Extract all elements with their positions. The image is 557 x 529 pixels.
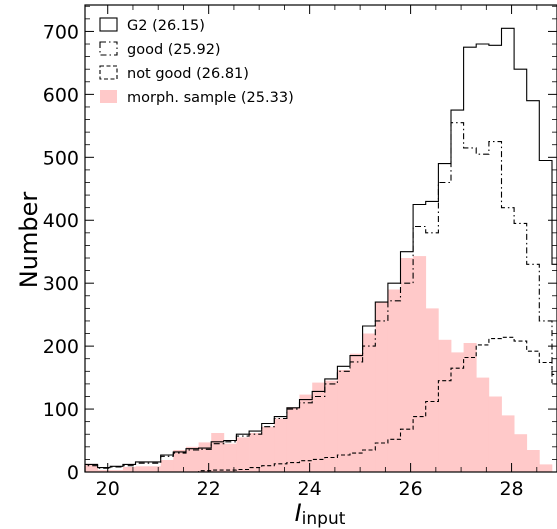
histogram-bar xyxy=(514,434,528,472)
histogram-bar xyxy=(160,460,174,472)
histogram-bar xyxy=(488,396,502,472)
y-tick-label: 200 xyxy=(43,336,79,358)
histogram-bar xyxy=(425,308,439,472)
y-tick-label: 400 xyxy=(43,210,79,232)
histogram-bar xyxy=(438,339,452,472)
series-good-step-line xyxy=(84,122,557,472)
legend-label: G2 (26.15) xyxy=(127,18,205,34)
histogram-bar xyxy=(236,437,250,472)
histogram-bar xyxy=(286,407,300,472)
histogram-bar xyxy=(135,466,149,472)
series-morph-sample-bars xyxy=(85,256,553,472)
x-axis-label-subscript: input xyxy=(302,509,346,529)
y-tick-label: 700 xyxy=(43,21,79,43)
x-axis-label-main: I xyxy=(295,499,302,527)
x-tick-label: 28 xyxy=(499,478,523,500)
x-axis-label: Iinput xyxy=(295,499,346,529)
y-tick-label: 500 xyxy=(43,147,79,169)
histogram-bar xyxy=(387,289,401,472)
legend-swatch-g2 xyxy=(99,17,118,32)
histogram-bar xyxy=(375,302,389,472)
legend-swatch-good xyxy=(99,41,118,56)
legend-label: morph. sample (25.33) xyxy=(127,90,294,106)
histogram-bar xyxy=(110,470,124,472)
histogram-bar xyxy=(211,433,225,472)
legend: G2 (26.15) good (25.92) not good (26.81) mo… xyxy=(99,17,294,106)
y-tick-label: 300 xyxy=(43,273,79,295)
histogram-bar xyxy=(274,418,288,472)
histogram-bar xyxy=(350,353,363,472)
x-tick-label: 22 xyxy=(197,478,221,500)
histogram-bar xyxy=(85,463,98,472)
histogram-bar xyxy=(400,258,414,472)
legend-label: not good (26.81) xyxy=(127,66,249,82)
x-tick-label: 24 xyxy=(298,478,322,500)
histogram-bar xyxy=(526,450,540,472)
histogram-bar xyxy=(261,426,275,472)
histogram-bar xyxy=(186,446,199,472)
series-not-good-step-line xyxy=(85,336,557,473)
y-tick-label: 0 xyxy=(67,462,79,484)
plot-area xyxy=(84,27,557,473)
histogram-bar xyxy=(362,333,376,472)
legend-swatch-not-good xyxy=(99,65,118,80)
y-tick-label: 600 xyxy=(43,84,79,106)
histogram-bar xyxy=(337,370,351,472)
histogram-bar xyxy=(539,464,553,472)
histogram-bar xyxy=(173,450,187,472)
legend-label: good (25.92) xyxy=(127,42,221,58)
histogram-bar xyxy=(299,394,313,472)
histogram-bar xyxy=(122,467,136,472)
histogram-bar xyxy=(501,415,515,472)
legend-swatch-morph-sample xyxy=(100,90,117,103)
x-tick-label: 20 xyxy=(96,478,120,500)
y-axis-label: Number xyxy=(15,192,43,289)
series-g2-step-line xyxy=(84,27,557,472)
histogram-bar xyxy=(249,433,263,472)
histogram-bar xyxy=(198,442,212,472)
histogram-bar xyxy=(476,377,490,472)
histogram-bar xyxy=(413,256,427,472)
histogram-bar xyxy=(451,352,464,472)
histogram-bar xyxy=(97,470,111,472)
y-tick-label: 100 xyxy=(43,399,79,421)
histogram-bar xyxy=(312,382,326,472)
histogram-bar xyxy=(463,343,477,472)
axes: 20 22 24 26 28 0 100 200 300 400 500 600 700 xyxy=(43,4,557,500)
histogram-bar xyxy=(223,443,237,472)
histogram-bar xyxy=(148,466,162,472)
x-tick-label: 26 xyxy=(399,478,423,500)
histogram-bar xyxy=(324,380,338,472)
plot-frame xyxy=(84,4,557,473)
